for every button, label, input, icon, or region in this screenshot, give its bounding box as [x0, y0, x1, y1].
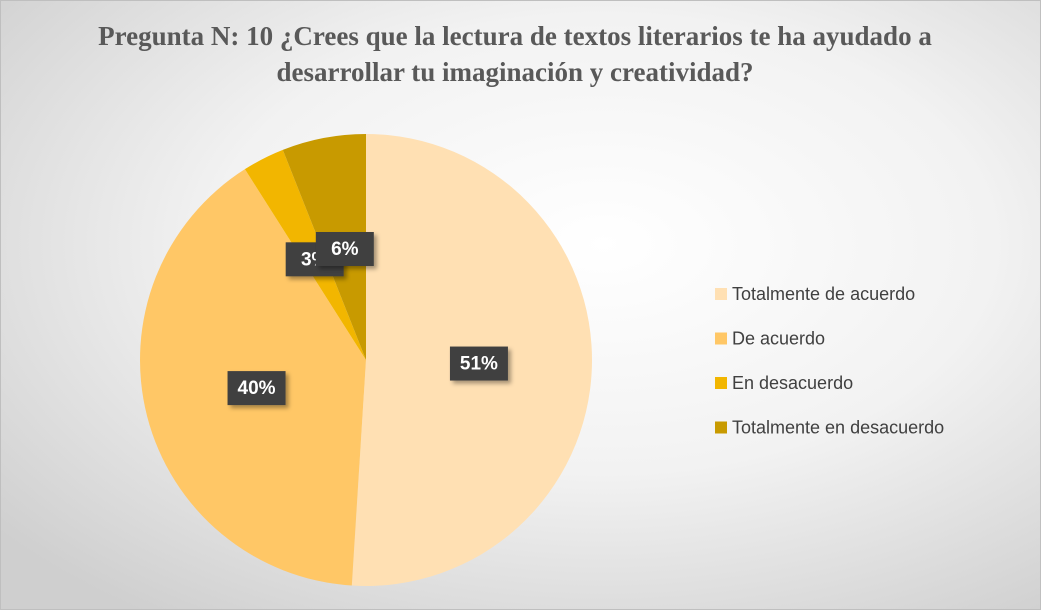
legend-swatch	[715, 288, 727, 300]
legend-swatch	[715, 332, 727, 345]
data-label: 6%	[331, 239, 359, 260]
legend-label: De acuerdo	[732, 328, 825, 348]
data-label-box	[227, 371, 286, 406]
data-label-box	[449, 346, 508, 381]
legend-swatch	[715, 421, 727, 434]
legend-swatch	[715, 377, 727, 389]
legend-label: Totalmente de acuerdo	[732, 284, 915, 304]
data-label-box	[315, 232, 374, 267]
data-label: 51%	[460, 354, 498, 375]
legend-label: Totalmente en desacuerdo	[732, 417, 944, 437]
data-label: 40%	[238, 378, 276, 399]
legend-label: En desacuerdo	[732, 373, 853, 393]
chart-title: Pregunta N: 10 ¿Crees que la lectura de …	[98, 21, 932, 87]
